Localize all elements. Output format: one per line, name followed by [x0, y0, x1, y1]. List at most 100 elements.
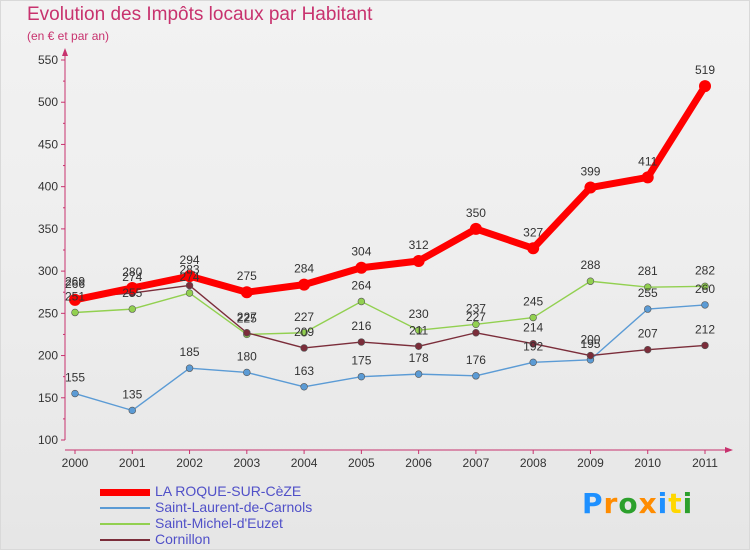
data-label: 274 [180, 270, 200, 284]
data-label: 209 [294, 325, 314, 339]
data-point [586, 277, 595, 285]
data-label: 327 [523, 225, 543, 239]
logo-letter: P [582, 487, 604, 520]
x-tick-label: 2004 [291, 456, 318, 470]
x-tick-label: 2007 [463, 456, 490, 470]
series-line [74, 304, 706, 412]
series-3 [71, 281, 709, 360]
data-point [584, 181, 597, 194]
legend-label: LA ROQUE-SUR-CèZE [155, 483, 302, 499]
y-tick-label: 550 [38, 53, 58, 67]
data-label: 260 [695, 282, 715, 296]
data-label: 227 [466, 310, 486, 324]
data-point [355, 261, 368, 274]
data-point [472, 320, 480, 329]
y-tick-label: 150 [38, 391, 58, 405]
series-0 [69, 80, 711, 306]
data-label: 283 [180, 262, 200, 276]
data-label: 178 [409, 351, 429, 365]
data-label: 155 [65, 371, 85, 385]
x-tick-label: 2009 [577, 456, 604, 470]
chart-title: Evolution des Impôts locaux par Habitant [27, 4, 373, 25]
legend-label: Saint-Michel-d'Euzet [155, 515, 283, 531]
data-point [472, 372, 480, 380]
data-label: 211 [409, 323, 428, 337]
x-tick-label: 2010 [634, 456, 661, 470]
legend-swatch [100, 539, 150, 541]
x-tick-label: 2003 [233, 456, 260, 470]
chart-subtitle: (en € et par an) [27, 29, 110, 43]
logo-letter: t [668, 487, 683, 520]
data-point [183, 270, 196, 283]
logo-letter: r [603, 487, 619, 520]
x-tick-label: 2002 [176, 456, 203, 470]
data-label: 411 [638, 154, 657, 168]
data-point [701, 282, 709, 291]
data-label: 282 [695, 263, 715, 277]
data-label: 255 [122, 286, 142, 300]
data-label: 212 [695, 322, 715, 336]
data-label: 176 [466, 353, 486, 367]
data-point [185, 289, 194, 297]
data-label: 216 [351, 319, 371, 333]
x-tick-label: 2011 [692, 456, 718, 470]
legend-swatch [100, 523, 150, 525]
data-label: 214 [523, 321, 543, 335]
data-point [300, 329, 308, 337]
data-label: 175 [351, 354, 371, 368]
data-point [529, 340, 537, 348]
data-label: 255 [638, 286, 658, 300]
data-label: 281 [638, 264, 658, 278]
y-tick-label: 400 [38, 180, 58, 194]
data-point [644, 283, 652, 291]
data-label: 275 [237, 269, 257, 283]
y-tick-label: 500 [38, 95, 58, 109]
data-point [469, 222, 482, 235]
data-point [529, 358, 537, 367]
data-point [414, 326, 423, 334]
data-point [641, 171, 654, 184]
data-point [126, 282, 139, 294]
logo-letter: o [618, 487, 639, 520]
data-label: 237 [466, 301, 486, 315]
logo-letter: i [657, 487, 669, 520]
data-point [644, 305, 652, 313]
data-point [701, 301, 709, 309]
data-point [298, 278, 311, 291]
legend-swatch [100, 507, 150, 509]
data-label: 251 [65, 289, 85, 303]
data-label: 180 [237, 349, 257, 363]
y-tick-label: 450 [38, 137, 58, 151]
data-label: 399 [580, 165, 600, 179]
data-label: 288 [580, 258, 600, 272]
data-label: 264 [351, 279, 371, 293]
data-point [243, 368, 251, 377]
data-point [644, 345, 652, 354]
data-label: 280 [122, 265, 142, 279]
data-point [128, 406, 136, 415]
series-line [74, 284, 706, 357]
data-point [701, 341, 709, 350]
data-label: 135 [122, 387, 142, 401]
data-point [412, 254, 425, 267]
data-label: 185 [180, 345, 200, 359]
data-point [586, 351, 595, 360]
data-point [699, 80, 711, 93]
x-tick-label: 2006 [405, 456, 432, 470]
data-label: 207 [638, 327, 658, 341]
series-line [71, 82, 709, 304]
data-point [243, 329, 251, 337]
x-tick-label: 2008 [520, 456, 547, 470]
data-label: 227 [237, 310, 257, 324]
data-point [300, 383, 308, 391]
x-tick-label: 2005 [348, 456, 375, 470]
legend-label: Saint-Laurent-de-Carnols [155, 499, 313, 515]
data-label: 245 [523, 295, 543, 309]
proxiti-logo: Proxiti [582, 487, 693, 520]
data-label: 225 [237, 311, 257, 325]
data-point [71, 308, 79, 317]
data-label: 350 [466, 206, 486, 220]
y-tick-label: 350 [38, 222, 58, 236]
